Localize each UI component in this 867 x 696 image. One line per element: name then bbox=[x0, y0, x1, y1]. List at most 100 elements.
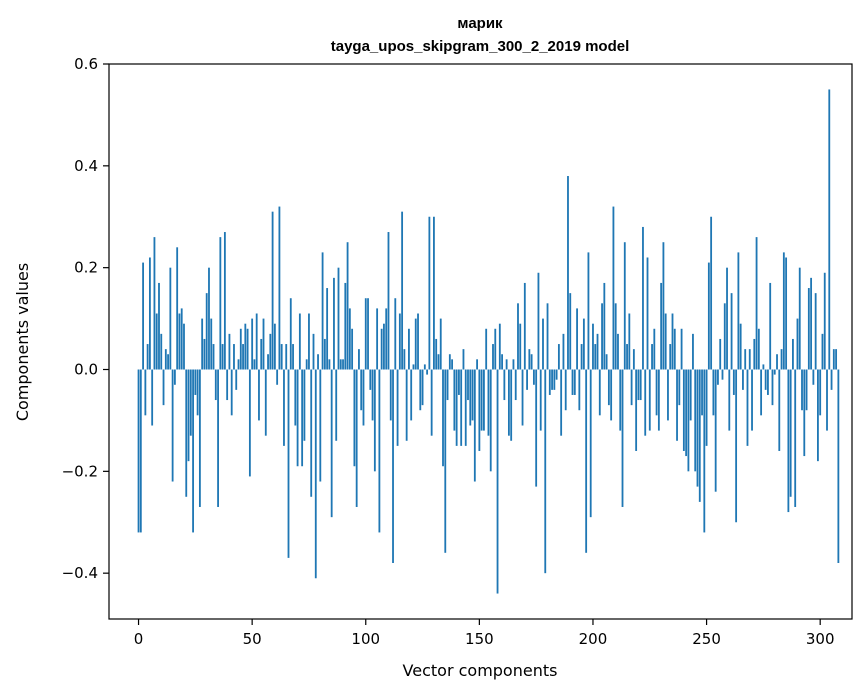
bar-37 bbox=[221, 344, 224, 370]
bar-41 bbox=[230, 369, 233, 416]
bar-294 bbox=[805, 369, 808, 411]
bar-145 bbox=[467, 369, 469, 401]
bar-47 bbox=[244, 323, 247, 370]
bar-236 bbox=[673, 328, 676, 370]
x-tick-label-250: 250 bbox=[692, 630, 721, 648]
bar-56 bbox=[264, 369, 267, 436]
x-tick-label-150: 150 bbox=[465, 630, 494, 648]
bar-165 bbox=[512, 359, 515, 370]
bar-22 bbox=[187, 369, 190, 462]
bar-279 bbox=[771, 369, 774, 406]
bar-303 bbox=[826, 369, 828, 431]
bar-109 bbox=[385, 308, 388, 370]
bar-289 bbox=[794, 369, 797, 507]
bar-53 bbox=[258, 369, 260, 421]
bar-27 bbox=[198, 369, 201, 507]
bar-262 bbox=[732, 369, 735, 395]
bar-277 bbox=[767, 369, 769, 395]
bar-284 bbox=[782, 252, 785, 370]
y-tick-label-0: 0.6 bbox=[74, 55, 98, 73]
bar-258 bbox=[723, 303, 726, 370]
bar-256 bbox=[719, 338, 722, 370]
bar-65 bbox=[285, 344, 288, 370]
bars-group bbox=[137, 89, 840, 594]
bar-155 bbox=[489, 369, 492, 472]
bar-49 bbox=[248, 369, 251, 477]
bar-124 bbox=[419, 369, 422, 411]
bar-204 bbox=[601, 303, 603, 370]
bar-244 bbox=[692, 333, 694, 370]
bar-188 bbox=[564, 369, 567, 411]
bar-73 bbox=[303, 369, 306, 441]
bar-45 bbox=[239, 328, 242, 370]
bar-223 bbox=[644, 369, 647, 436]
bar-187 bbox=[562, 333, 565, 370]
bar-74 bbox=[305, 359, 308, 370]
bar-270 bbox=[751, 369, 753, 431]
bar-222 bbox=[642, 226, 644, 370]
bar-299 bbox=[817, 369, 819, 462]
bar-82 bbox=[323, 338, 326, 370]
bar-285 bbox=[785, 257, 788, 370]
bar-143 bbox=[462, 349, 465, 370]
bar-126 bbox=[423, 364, 426, 370]
bar-300 bbox=[819, 369, 822, 416]
bar-72 bbox=[301, 369, 304, 467]
bar-271 bbox=[753, 338, 756, 370]
bar-122 bbox=[414, 318, 417, 370]
bar-267 bbox=[744, 349, 747, 370]
bar-3 bbox=[144, 369, 147, 416]
bar-32 bbox=[210, 318, 213, 370]
bar-257 bbox=[721, 369, 724, 380]
bar-57 bbox=[267, 354, 269, 370]
chart-title: марик bbox=[457, 15, 503, 32]
bar-247 bbox=[698, 369, 701, 502]
bar-97 bbox=[358, 349, 360, 370]
bar-174 bbox=[532, 369, 535, 385]
bar-241 bbox=[685, 369, 688, 457]
bar-44 bbox=[237, 359, 240, 370]
bar-283 bbox=[780, 349, 783, 370]
bar-116 bbox=[401, 211, 404, 370]
bar-78 bbox=[314, 369, 317, 579]
bar-23 bbox=[189, 369, 192, 436]
bar-121 bbox=[412, 364, 415, 370]
y-tick-label-5: −0.4 bbox=[62, 564, 98, 582]
bar-161 bbox=[503, 369, 506, 401]
bar-88 bbox=[337, 267, 340, 370]
bar-19 bbox=[180, 308, 183, 370]
bar-132 bbox=[437, 354, 440, 370]
bar-235 bbox=[671, 313, 674, 370]
bar-170 bbox=[523, 282, 526, 370]
bar-71 bbox=[298, 313, 301, 370]
bar-273 bbox=[757, 328, 760, 370]
y-tick-label-1: 0.4 bbox=[74, 157, 98, 175]
bar-129 bbox=[430, 369, 433, 436]
bar-131 bbox=[435, 338, 438, 370]
bar-107 bbox=[380, 328, 383, 370]
bar-70 bbox=[296, 369, 299, 467]
bar-11 bbox=[162, 369, 165, 406]
bar-48 bbox=[246, 328, 249, 370]
bar-298 bbox=[814, 293, 817, 370]
bar-304 bbox=[828, 89, 831, 370]
bar-76 bbox=[310, 369, 313, 497]
bar-243 bbox=[689, 369, 692, 421]
bar-219 bbox=[635, 369, 638, 451]
x-tick-label-0: 0 bbox=[134, 630, 144, 648]
bar-305 bbox=[830, 369, 833, 390]
bar-128 bbox=[428, 216, 431, 370]
bar-255 bbox=[717, 369, 719, 385]
bar-86 bbox=[333, 277, 335, 370]
bar-242 bbox=[687, 369, 690, 472]
bar-308 bbox=[837, 369, 840, 563]
bar-184 bbox=[555, 369, 558, 380]
chart-subtitle: tayga_upos_skipgram_300_2_2019 model bbox=[331, 38, 630, 55]
bar-251 bbox=[707, 262, 710, 370]
bar-189 bbox=[567, 176, 569, 370]
bar-111 bbox=[389, 369, 392, 421]
bar-146 bbox=[469, 369, 472, 426]
bar-227 bbox=[653, 328, 656, 370]
bar-295 bbox=[807, 288, 810, 370]
